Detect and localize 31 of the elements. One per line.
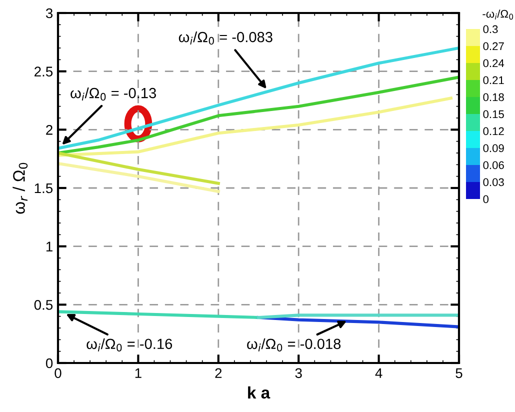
color-bar-label: 0.03 [483,178,504,186]
x-tick-label: 4 [375,368,382,378]
color-bar-label: 0.3 [483,25,498,34]
color-bar-title: -ω$_{i}$/Ω$_{0}$ [482,10,514,20]
color-bar-label: 0.06 [483,161,504,170]
color-bar-label: 0 [483,195,489,204]
color-bar-label: 0.21 [483,76,504,84]
annotation: ω$_{i}$/Ω$_{0}$ = -0.083 [178,32,272,45]
y-tick-label: 2.5 [34,66,53,77]
color-bar-label: 0.27 [483,42,504,50]
color-bar-label: 0.09 [483,144,504,152]
x-tick-label: 3 [295,368,302,378]
x-tick-label: 2 [215,368,222,378]
annotation: ω$_{i}$/Ω$_{0}$ = -0.13 [70,88,156,101]
x-tick-label: 0 [54,368,62,378]
color-bar-label: 0.24 [483,59,504,68]
color-bar-label: 0.12 [483,127,504,136]
y-tick-label: 0 [46,358,53,368]
annotation: ω$_{i}$/Ω$_{0}$ = -0.16 [86,338,172,352]
y-axis-title: ω$_{r}$ / Ω$_{0}$ [12,162,28,214]
y-tick-label: 1.5 [34,183,53,194]
color-bar-label: 0.18 [483,93,504,102]
x-axis-title: k a [248,386,270,399]
x-tick-label: 5 [456,368,462,378]
y-tick-label: 1 [46,242,52,252]
color-bar-label: 0.15 [483,110,504,118]
y-tick-label: 3 [46,8,53,18]
annotation: ω$_{i}$/Ω$_{0}$ = -0.018 [247,338,341,352]
x-tick-label: 1 [135,368,142,378]
y-tick-label: 0.5 [34,300,53,310]
y-tick-label: 2 [46,125,52,135]
